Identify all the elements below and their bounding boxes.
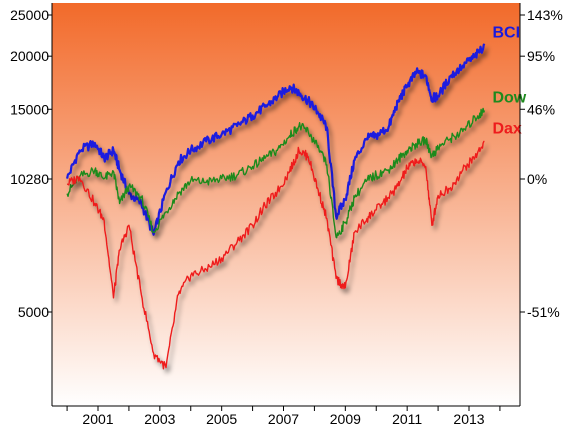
y-tick-right-label: 95% [527, 48, 555, 64]
series-line-dax [66, 140, 485, 370]
y-tick-left-label: 25000 [10, 7, 49, 23]
series-label-dow: Dow [492, 90, 526, 107]
y-tick-right-label: 143% [527, 7, 563, 23]
x-tick-label: 2013 [453, 411, 484, 427]
series-lines [66, 43, 486, 370]
x-tick-label: 2005 [206, 411, 237, 427]
series-labels: BCI Dow Dax [492, 24, 526, 137]
y-tick-left-label: 5000 [18, 304, 49, 320]
y-tick-left-label: 10280 [10, 171, 49, 187]
x-tick-label: 2001 [82, 411, 113, 427]
plot-background [52, 3, 520, 406]
x-tick-label: 2007 [268, 411, 299, 427]
axes-ticks: 25000 20000 15000 10280 5000 143% 95% 46% 0% -51%… [10, 7, 563, 427]
y-tick-left-label: 20000 [10, 48, 49, 64]
y-tick-right-label: 0% [527, 171, 547, 187]
y-tick-left-label: 15000 [10, 101, 49, 117]
series-line-bci [66, 43, 486, 236]
y-tick-right-label: 46% [527, 101, 555, 117]
series-label-bci: BCI [492, 24, 520, 41]
series-label-dax: Dax [492, 120, 521, 137]
x-tick-label: 2011 [392, 411, 422, 427]
y-tick-right-label: -51% [527, 304, 560, 320]
series-line-dow [66, 107, 486, 239]
x-tick-label: 2009 [330, 411, 361, 427]
x-tick-label: 2003 [144, 411, 175, 427]
